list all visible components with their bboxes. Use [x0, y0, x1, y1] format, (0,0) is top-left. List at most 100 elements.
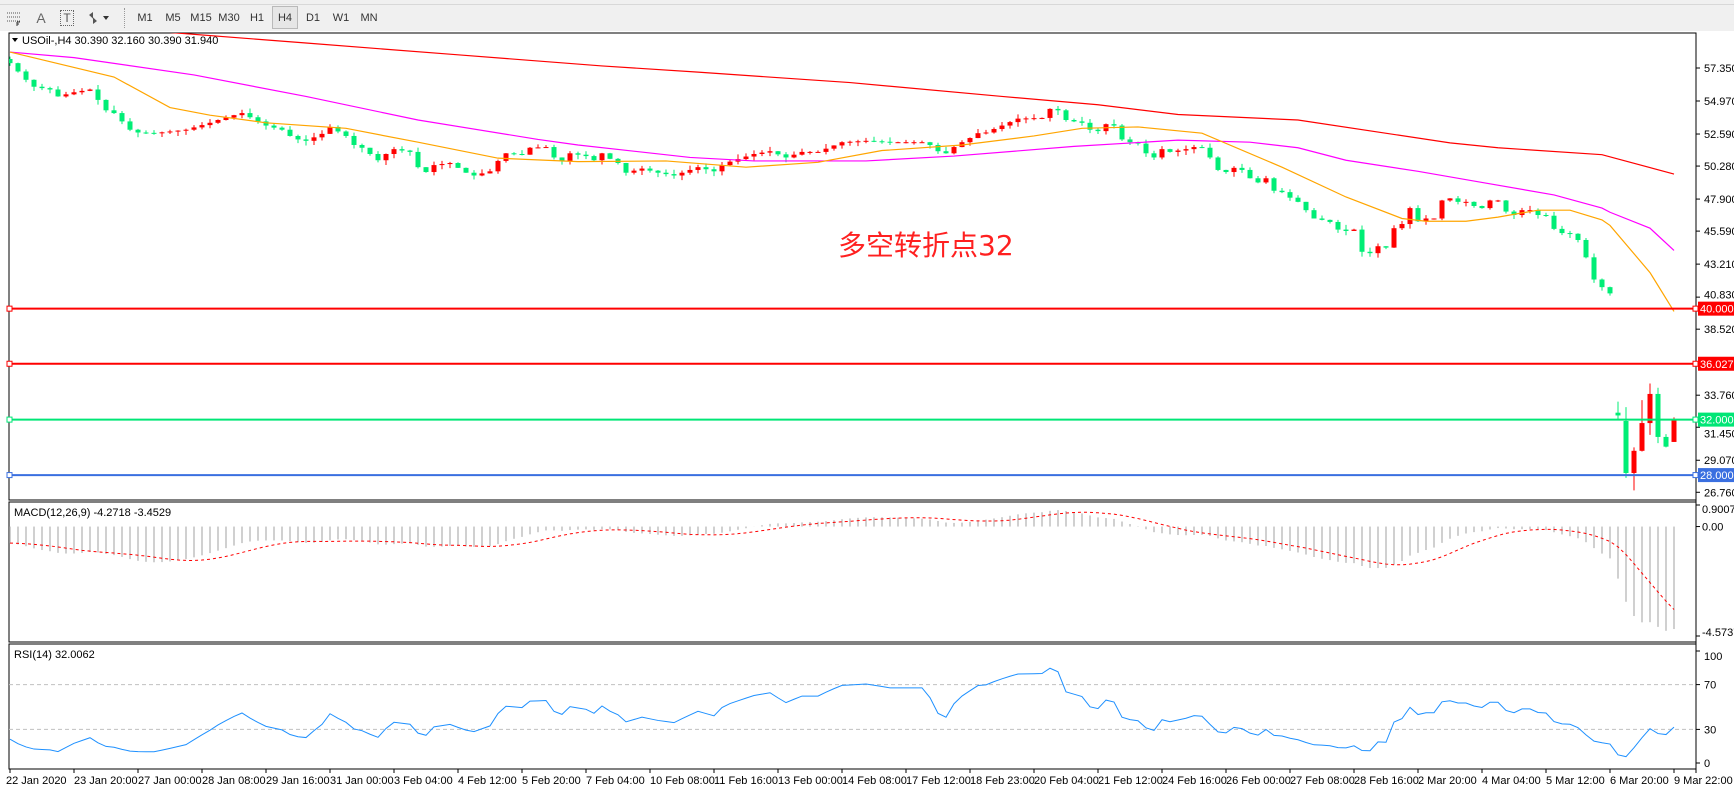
candle[interactable]: [255, 115, 261, 124]
candle[interactable]: [919, 140, 925, 144]
candle[interactable]: [1495, 199, 1501, 203]
candle[interactable]: [327, 124, 333, 134]
timeframe-mn-button[interactable]: MN: [360, 11, 378, 24]
candle[interactable]: [879, 139, 885, 144]
candle[interactable]: [495, 159, 501, 174]
candle[interactable]: [1463, 199, 1469, 207]
candle[interactable]: [311, 132, 317, 145]
candle[interactable]: [143, 130, 149, 134]
candle[interactable]: [399, 146, 405, 153]
candle[interactable]: [903, 139, 909, 144]
candle[interactable]: [1151, 150, 1157, 161]
candle[interactable]: [583, 151, 589, 160]
candle[interactable]: [1263, 175, 1269, 184]
candle[interactable]: [1303, 201, 1309, 213]
candle[interactable]: [855, 139, 861, 147]
candle[interactable]: [1375, 243, 1381, 258]
chart-annotation-text[interactable]: 多空转折点32: [838, 229, 1014, 262]
candle[interactable]: [1119, 123, 1125, 142]
candle[interactable]: [543, 145, 549, 149]
candle[interactable]: [455, 162, 461, 169]
candle[interactable]: [1551, 211, 1557, 231]
candle[interactable]: [55, 86, 61, 97]
candle[interactable]: [767, 146, 773, 157]
candle[interactable]: [1031, 114, 1037, 121]
candle[interactable]: [8, 56, 13, 66]
candle[interactable]: [1631, 447, 1637, 491]
candle[interactable]: [511, 152, 517, 156]
horizontal-level-32.000[interactable]: 32.000: [6, 412, 1734, 427]
candle[interactable]: [1439, 199, 1445, 221]
candle[interactable]: [1559, 225, 1565, 236]
candle[interactable]: [951, 145, 957, 155]
candle[interactable]: [1055, 106, 1061, 115]
candle[interactable]: [1423, 215, 1429, 225]
candle[interactable]: [799, 148, 805, 156]
level-handle[interactable]: [6, 416, 13, 423]
horizontal-level-28.000[interactable]: 28.000: [6, 468, 1734, 483]
candle[interactable]: [1311, 207, 1317, 219]
candle[interactable]: [975, 129, 981, 139]
candle[interactable]: [1167, 148, 1173, 153]
text-label-tool-button[interactable]: T: [56, 6, 78, 29]
candle[interactable]: [271, 123, 277, 130]
candle[interactable]: [407, 149, 413, 156]
timeframe-w1-button[interactable]: W1: [332, 11, 350, 24]
candle[interactable]: [743, 153, 749, 161]
candle[interactable]: [1247, 167, 1253, 179]
candle[interactable]: [1199, 144, 1205, 149]
candle[interactable]: [87, 88, 93, 92]
candle[interactable]: [695, 164, 701, 174]
text-tool-button[interactable]: A: [30, 6, 52, 29]
timeframe-h1-button[interactable]: H1: [249, 11, 265, 24]
candle[interactable]: [519, 150, 525, 156]
candle[interactable]: [1207, 143, 1213, 160]
candle[interactable]: [1527, 205, 1533, 214]
candle[interactable]: [1319, 215, 1325, 221]
candle[interactable]: [487, 168, 493, 174]
candle[interactable]: [727, 159, 733, 166]
candle[interactable]: [983, 129, 989, 135]
candle[interactable]: [39, 83, 45, 91]
candle[interactable]: [911, 140, 917, 145]
candle[interactable]: [375, 151, 381, 163]
candle[interactable]: [671, 169, 677, 179]
candle[interactable]: [1063, 108, 1069, 122]
level-handle[interactable]: [1692, 360, 1699, 367]
candle[interactable]: [591, 154, 597, 162]
candle[interactable]: [1487, 199, 1493, 210]
candle[interactable]: [655, 170, 661, 178]
candle[interactable]: [439, 160, 445, 170]
candle[interactable]: [1335, 219, 1341, 233]
arrows-tool-button[interactable]: [84, 6, 112, 29]
candle[interactable]: [719, 162, 725, 176]
candle[interactable]: [1655, 387, 1661, 444]
candle[interactable]: [943, 146, 949, 154]
level-handle[interactable]: [1692, 416, 1699, 423]
candle[interactable]: [991, 127, 997, 134]
candle[interactable]: [1239, 163, 1245, 173]
candle[interactable]: [1447, 198, 1453, 202]
candle[interactable]: [1351, 228, 1357, 231]
candle[interactable]: [247, 108, 253, 119]
candle[interactable]: [183, 128, 189, 135]
candle[interactable]: [1047, 108, 1053, 122]
candle[interactable]: [31, 79, 37, 91]
candle[interactable]: [279, 126, 285, 131]
candle[interactable]: [111, 105, 117, 114]
candle[interactable]: [23, 69, 29, 83]
candle[interactable]: [607, 152, 613, 160]
candle[interactable]: [463, 167, 469, 173]
candle[interactable]: [575, 151, 581, 160]
timeframe-h4-button[interactable]: H4: [272, 6, 298, 29]
candle[interactable]: [1455, 195, 1461, 205]
candle[interactable]: [1087, 118, 1093, 134]
candle[interactable]: [287, 126, 293, 137]
candle[interactable]: [207, 119, 213, 129]
candle[interactable]: [1023, 116, 1029, 124]
candle[interactable]: [503, 152, 509, 163]
candle[interactable]: [1615, 401, 1621, 420]
fibonacci-tool-button[interactable]: [3, 6, 25, 29]
candle[interactable]: [775, 150, 781, 157]
